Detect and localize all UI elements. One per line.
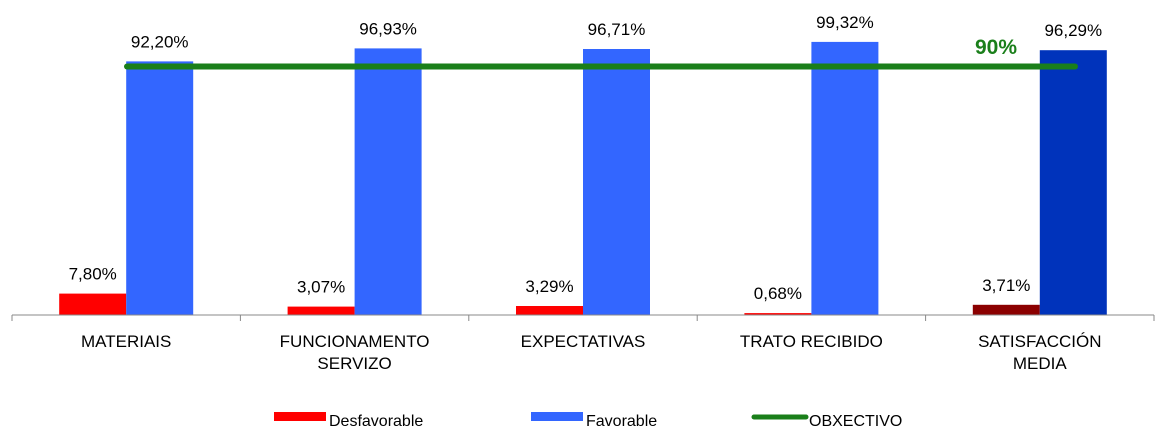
category-label-satisfaccion-media: SATISFACCIÓN MEDIA	[978, 332, 1101, 373]
bar-desfavorable-funcionamento-servizo	[287, 306, 355, 315]
value-label-desfavorable-materiais: 7,80%	[69, 265, 117, 284]
value-label-favorable-satisfaccion-media: 96,29%	[1044, 21, 1102, 40]
bar-desfavorable-trato-recibido	[744, 313, 812, 315]
objective-line-layer: 90%	[124, 36, 1078, 70]
bars-layer	[59, 41, 1107, 316]
category-label-materiais: MATERIAIS	[81, 332, 171, 351]
bar-favorable-materiais	[126, 61, 194, 316]
value-label-desfavorable-satisfaccion-media: 3,71%	[982, 276, 1030, 295]
category-label-funcionamento-servizo: FUNCIONAMENTO SERVIZO	[280, 332, 430, 373]
value-label-favorable-materiais: 92,20%	[131, 32, 189, 51]
value-label-favorable-expectativas: 96,71%	[588, 20, 646, 39]
objective-label: 90%	[975, 36, 1017, 59]
value-label-favorable-funcionamento-servizo: 96,93%	[359, 19, 417, 38]
legend-label-desfavorable: Desfavorable	[329, 413, 423, 430]
legend-swatch-desfavorable	[274, 412, 326, 421]
category-labels: MATERIAIS FUNCIONAMENTO SERVIZO EXPECTATIVA…	[81, 332, 1102, 373]
bar-favorable-satisfaccion-media	[1039, 50, 1107, 315]
bar-desfavorable-satisfaccion-media	[972, 304, 1040, 315]
legend: Desfavorable Favorable OBXECTIVO	[274, 412, 902, 430]
value-label-desfavorable-funcionamento-servizo: 3,07%	[297, 278, 345, 297]
bar-favorable-expectativas	[583, 49, 650, 315]
value-label-desfavorable-expectativas: 3,29%	[525, 277, 573, 296]
bar-desfavorable-materiais	[59, 293, 127, 315]
bar-favorable-funcionamento-servizo	[354, 48, 422, 316]
legend-swatch-favorable	[531, 412, 583, 421]
bar-favorable-trato-recibido	[811, 41, 879, 316]
category-label-trato-recibido: TRATO RECIBIDO	[740, 332, 883, 351]
bar-desfavorable-expectativas	[516, 306, 583, 315]
x-axis	[11, 314, 1155, 321]
category-label-expectativas: EXPECTATIVAS	[521, 332, 646, 351]
legend-label-favorable: Favorable	[586, 413, 657, 430]
value-label-desfavorable-trato-recibido: 0,68%	[754, 284, 802, 303]
legend-label-obxectivo: OBXECTIVO	[809, 413, 902, 430]
value-labels-layer: 7,80% 92,20% 3,07% 96,93% 3,29% 96,71% 0,68% 99…	[69, 13, 1103, 303]
value-label-favorable-trato-recibido: 99,32%	[816, 13, 874, 32]
